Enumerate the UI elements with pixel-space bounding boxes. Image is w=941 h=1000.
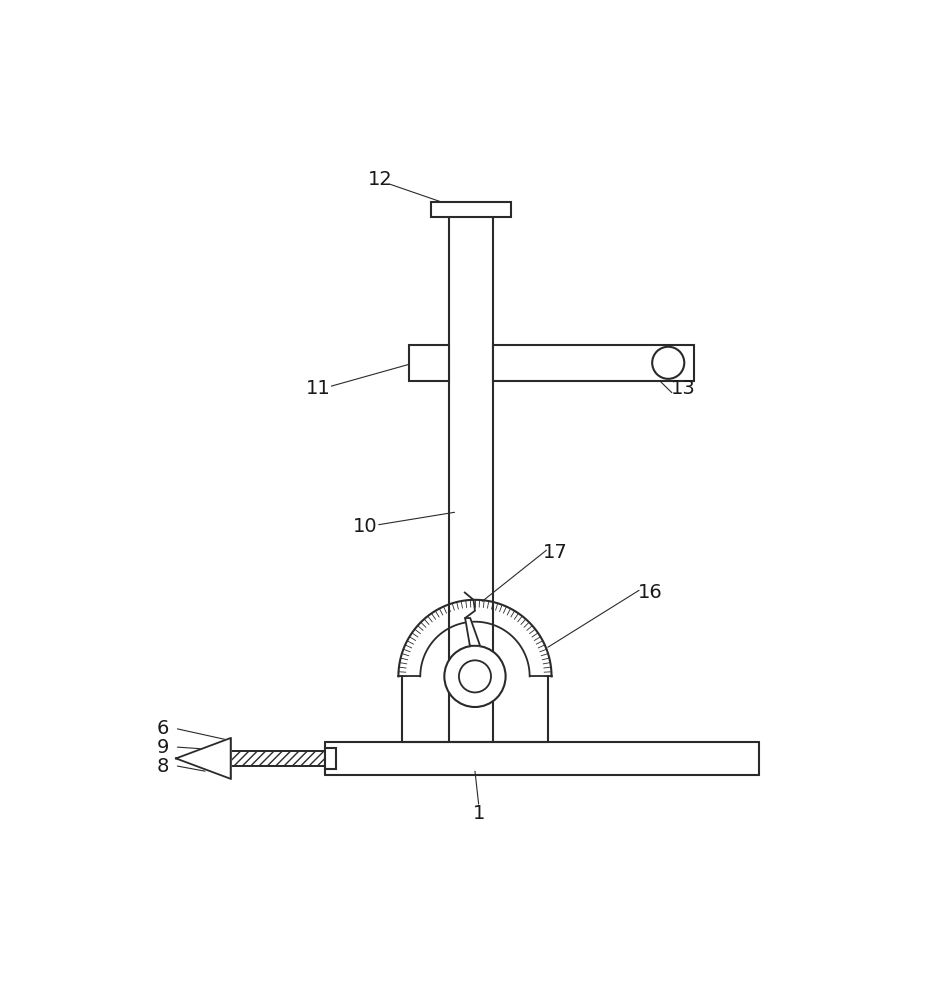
Text: 8: 8	[156, 757, 169, 776]
Circle shape	[459, 660, 491, 692]
Circle shape	[444, 646, 505, 707]
Text: 10: 10	[353, 517, 378, 536]
Bar	[326, 748, 336, 769]
Bar	[409, 345, 450, 381]
Text: 17: 17	[543, 543, 567, 562]
Text: 12: 12	[368, 170, 392, 189]
Polygon shape	[465, 618, 480, 646]
Bar	[231, 751, 326, 766]
Text: 6: 6	[156, 719, 169, 738]
Text: 9: 9	[156, 738, 169, 757]
Text: 16: 16	[638, 583, 662, 602]
Bar	[431, 202, 512, 217]
Text: 13: 13	[670, 379, 695, 398]
Polygon shape	[176, 738, 231, 779]
Circle shape	[652, 347, 684, 379]
Text: 11: 11	[306, 379, 330, 398]
Bar	[493, 345, 694, 381]
Text: 1: 1	[472, 804, 485, 823]
